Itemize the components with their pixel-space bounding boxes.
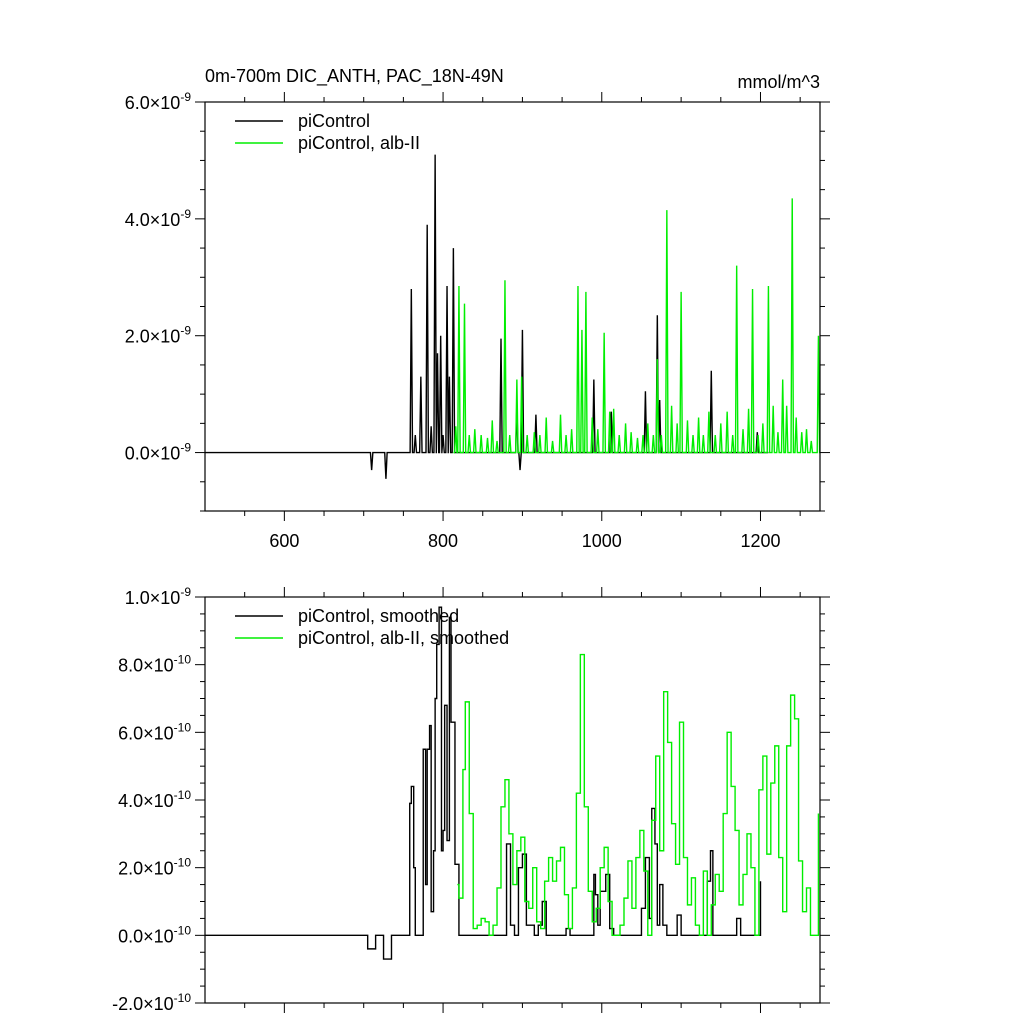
top-x-tick-label: 1000 [582, 531, 622, 551]
bottom-panel: 1.0×10-9 8.0×10-10 6.0×10-10 4.0×10-10 2.0×1… [112, 585, 830, 1014]
bottom-y-tick-label: 1.0×10-9 [125, 585, 192, 608]
bottom-series-1-line [457, 653, 820, 937]
top-plot-frame [204, 101, 821, 512]
bottom-series-0-line [205, 606, 762, 960]
top-panel: 0m-700m DIC_ANTH, PAC_18N-49N mmol/m^3 6… [125, 66, 830, 551]
top-series-1-line [453, 198, 820, 454]
top-chart-title: 0m-700m DIC_ANTH, PAC_18N-49N [205, 66, 504, 87]
bottom-y-tick-label: 2.0×10-10 [118, 856, 191, 879]
top-legend-label: piControl, alb-II [298, 133, 420, 153]
bottom-y-tick-label: 8.0×10-10 [118, 653, 191, 676]
top-chart-units: mmol/m^3 [738, 72, 820, 92]
top-x-tick-label: 600 [269, 531, 299, 551]
bottom-legend-label: piControl, alb-II, smoothed [298, 628, 509, 648]
top-y-tick-label: 2.0×10-9 [125, 324, 192, 347]
bottom-legend-label: piControl, smoothed [298, 606, 459, 626]
bottom-y-tick-label: -2.0×10-10 [112, 991, 191, 1014]
bottom-y-tick-label: 6.0×10-10 [118, 720, 191, 743]
top-x-tick-label: 800 [428, 531, 458, 551]
top-y-tick-label: 4.0×10-9 [125, 207, 192, 230]
top-x-tick-label: 1200 [740, 531, 780, 551]
bottom-plot-frame [204, 596, 821, 1004]
bottom-y-tick-label: 0.0×10-10 [118, 923, 191, 946]
top-y-tick-label: 6.0×10-9 [125, 90, 192, 113]
bottom-y-tick-label: 4.0×10-10 [118, 788, 191, 811]
top-y-tick-label: 0.0×10-9 [125, 441, 192, 464]
top-legend-label: piControl [298, 111, 370, 131]
top-series-0-line [205, 154, 769, 479]
